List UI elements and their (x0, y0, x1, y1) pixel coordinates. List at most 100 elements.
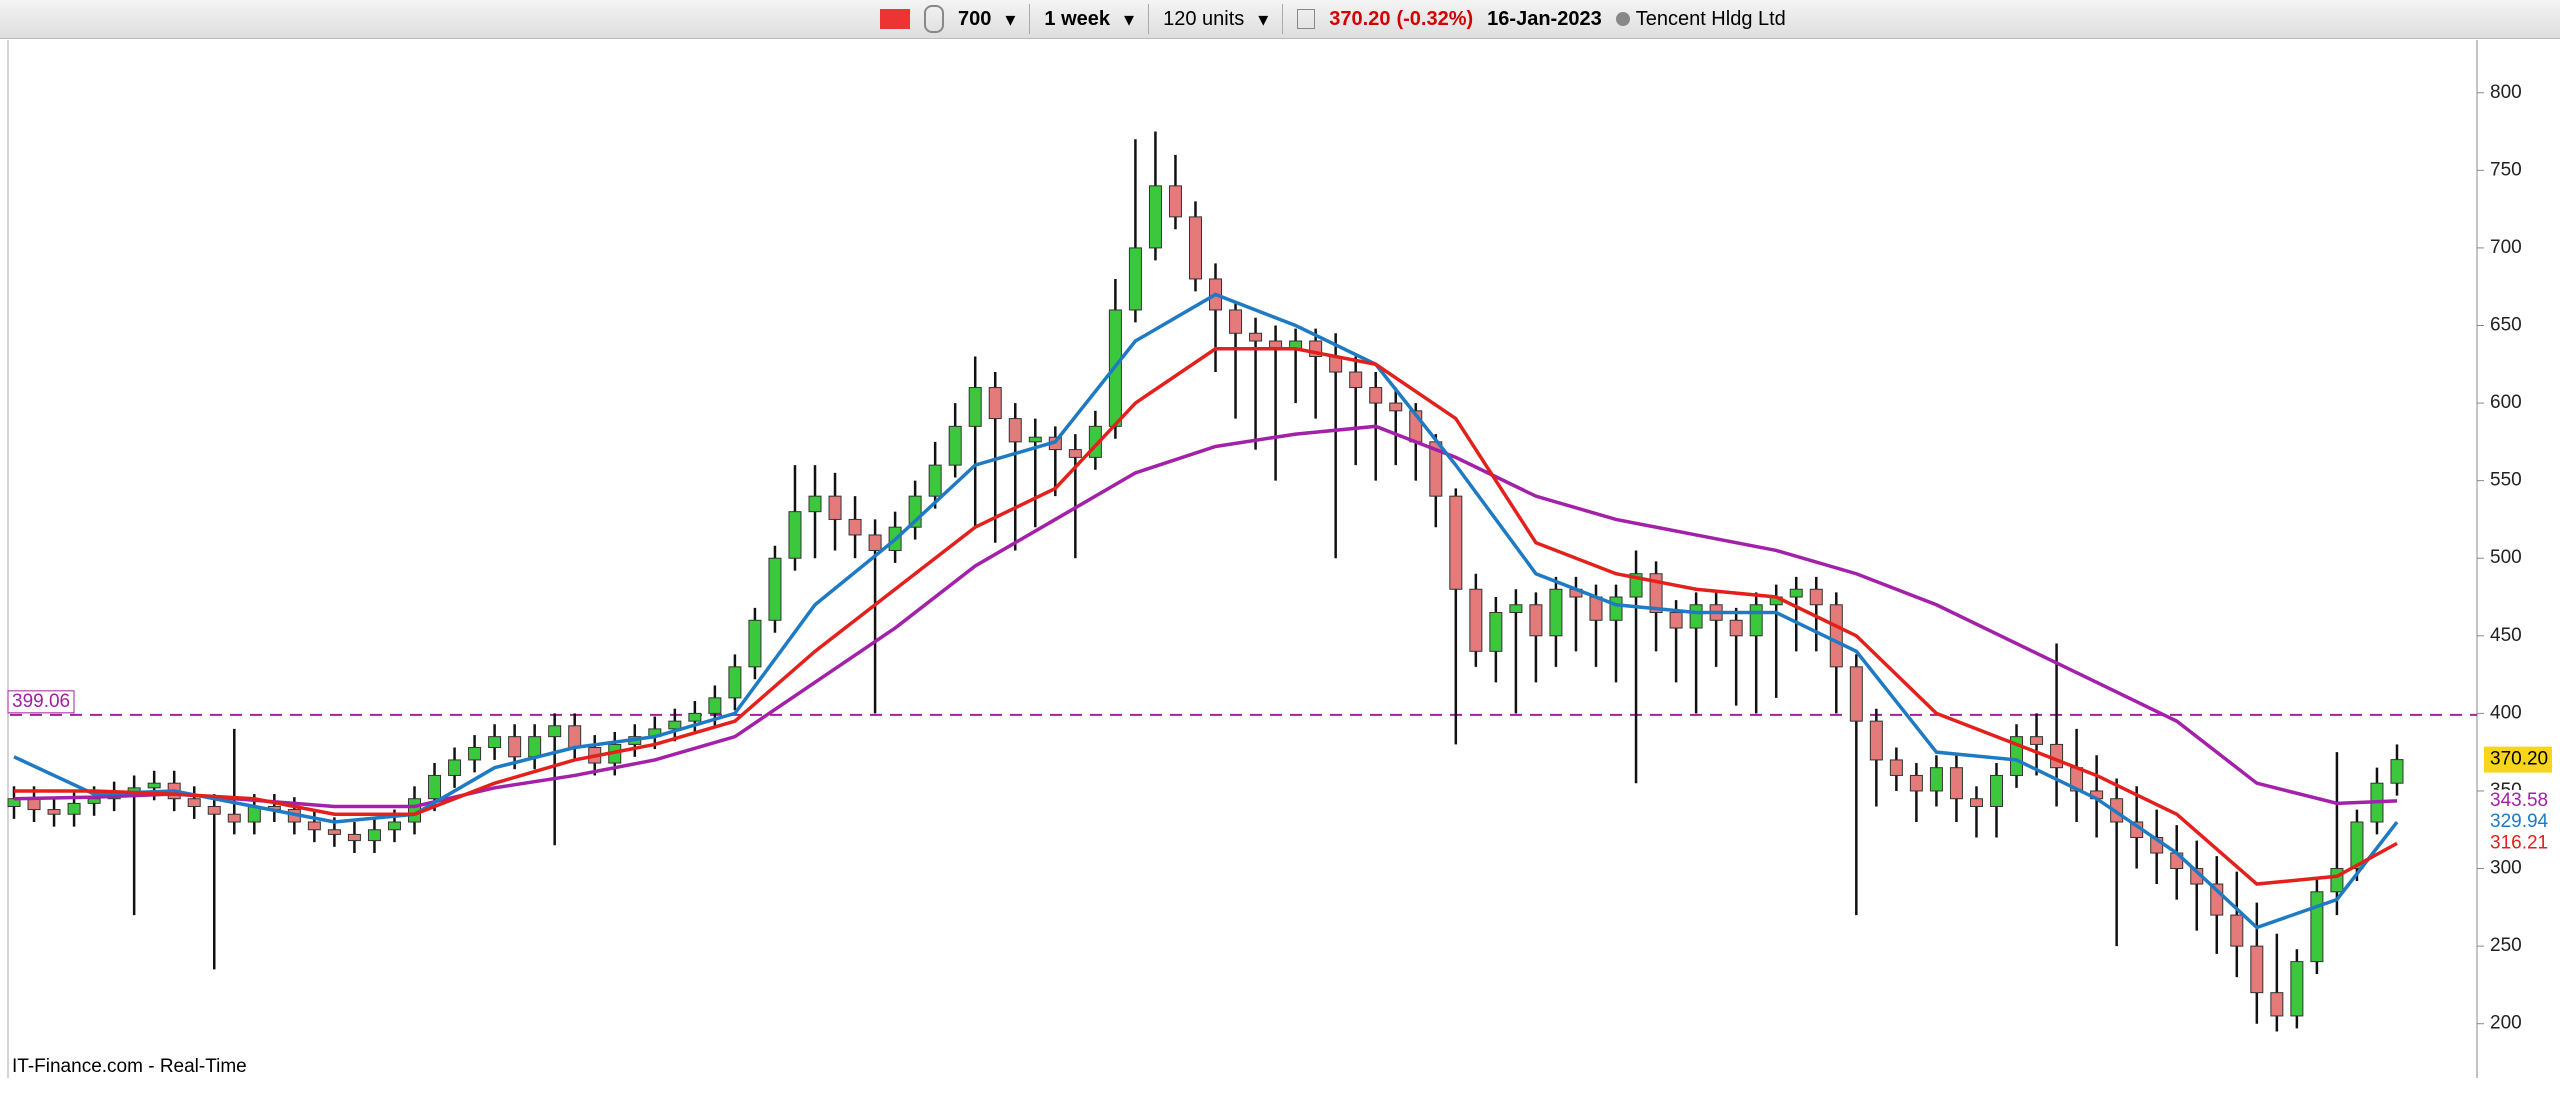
candle-body (868, 534, 882, 551)
candle-body (748, 619, 762, 668)
candle-body (2230, 914, 2244, 947)
y-tick-label: 800 (2490, 82, 2522, 103)
y-tick-label: 600 (2490, 392, 2522, 413)
dropdown[interactable]: ▾ (1258, 8, 1269, 31)
change: (-0.32%) (1396, 7, 1474, 30)
candle-body (207, 805, 221, 815)
candle-body (1449, 495, 1463, 590)
candle-body (788, 511, 802, 559)
ma-tag-label: 329.94 (2490, 811, 2549, 832)
candle-body (768, 557, 782, 621)
candle-body (2390, 759, 2404, 784)
candle-body (1188, 216, 1202, 280)
y-tick-label: 250 (2490, 935, 2522, 956)
period[interactable]: 1 week (1044, 7, 1111, 30)
candle-body (1969, 798, 1983, 807)
y-tick-label: 300 (2490, 858, 2522, 879)
candle-body (67, 802, 81, 815)
candle-body (187, 798, 201, 807)
y-tick-label: 200 (2490, 1013, 2522, 1034)
y-tick-label: 550 (2490, 470, 2522, 491)
candle-body (1929, 767, 1943, 792)
moving-average (13, 424, 2398, 809)
info-icon[interactable] (1297, 9, 1316, 29)
candle-body (1669, 612, 1683, 629)
candle-body (1509, 604, 1523, 614)
ma-tag (2484, 832, 2552, 855)
candle-body (728, 666, 742, 699)
candle-body (668, 720, 682, 730)
candle-body (1008, 418, 1022, 443)
candle-body (1389, 402, 1403, 412)
candle-body (428, 774, 442, 800)
candle-body (347, 833, 361, 842)
candle-body (1349, 371, 1363, 389)
ma-tag (2484, 789, 2552, 812)
candle-body (47, 809, 61, 815)
toolbar: 700 ▾ 1 week ▾ 120 units ▾ 370.20 (-0.32%) … (0, 0, 2560, 39)
candle-body (708, 697, 722, 714)
candle-body (1849, 666, 1863, 722)
candle-body (327, 829, 341, 835)
candle-body (568, 725, 582, 749)
candle-body (1909, 774, 1923, 792)
candle-body (1489, 612, 1503, 652)
candle-body (988, 387, 1002, 420)
candle-body (808, 495, 822, 513)
candle-body (1869, 720, 1883, 761)
candle-body (468, 747, 482, 761)
candle-body (548, 725, 562, 738)
candle-body (387, 821, 401, 831)
y-tick-label: 750 (2490, 159, 2522, 180)
candle-body (1809, 588, 1823, 606)
candle-body (2270, 992, 2284, 1017)
candle-body (367, 829, 381, 842)
symbol[interactable]: 700 (958, 7, 992, 30)
candle-body (948, 425, 962, 466)
chart-type-icon[interactable] (880, 9, 910, 29)
candle-body (848, 518, 862, 536)
candle-body (2030, 736, 2044, 745)
candle-body (2250, 945, 2264, 994)
candle-body (1949, 767, 1963, 800)
last-price: 370.20 (1329, 7, 1391, 30)
candle-body (528, 736, 542, 758)
candle-body (1369, 387, 1383, 404)
status-dot (1615, 12, 1630, 26)
dropdown[interactable]: ▾ (1124, 8, 1135, 31)
y-tick-label: 500 (2490, 547, 2522, 568)
candle-body (488, 736, 502, 749)
candle-body (1729, 619, 1743, 637)
instrument-name: Tencent Hldg Ltd (1635, 7, 1786, 30)
candle-body (688, 712, 702, 722)
ma-tag (2484, 811, 2552, 834)
moving-average (14, 347, 2398, 886)
candle-body (1549, 588, 1563, 637)
candle-body (1609, 596, 1623, 621)
candle-body (1889, 759, 1903, 776)
candle-body (448, 759, 462, 776)
candle-body (2350, 821, 2364, 870)
price-tag-label: 370.20 (2490, 749, 2548, 770)
candle-body (508, 736, 522, 758)
candle-body (828, 495, 842, 520)
candle-body (1168, 185, 1182, 218)
source: IT-Finance.com - Real-Time (12, 1056, 247, 1077)
candle-body (1529, 604, 1543, 637)
date: 16-Jan-2023 (1487, 7, 1602, 30)
candle-body (1749, 604, 1763, 637)
candle-body (928, 464, 942, 497)
y-tick-label: 450 (2490, 625, 2522, 646)
candle-body (147, 782, 161, 789)
candle-body (1989, 774, 2003, 807)
candle-body (2290, 961, 2304, 1017)
candle-body (1789, 588, 1803, 598)
level-label: 399.06 (12, 691, 70, 712)
units[interactable]: 120 units (1163, 7, 1245, 30)
candle-body (1068, 449, 1082, 458)
indicator-icon[interactable] (924, 5, 944, 33)
dropdown[interactable]: ▾ (1005, 8, 1016, 31)
candle-body (87, 798, 101, 804)
candle-body (1689, 604, 1703, 629)
